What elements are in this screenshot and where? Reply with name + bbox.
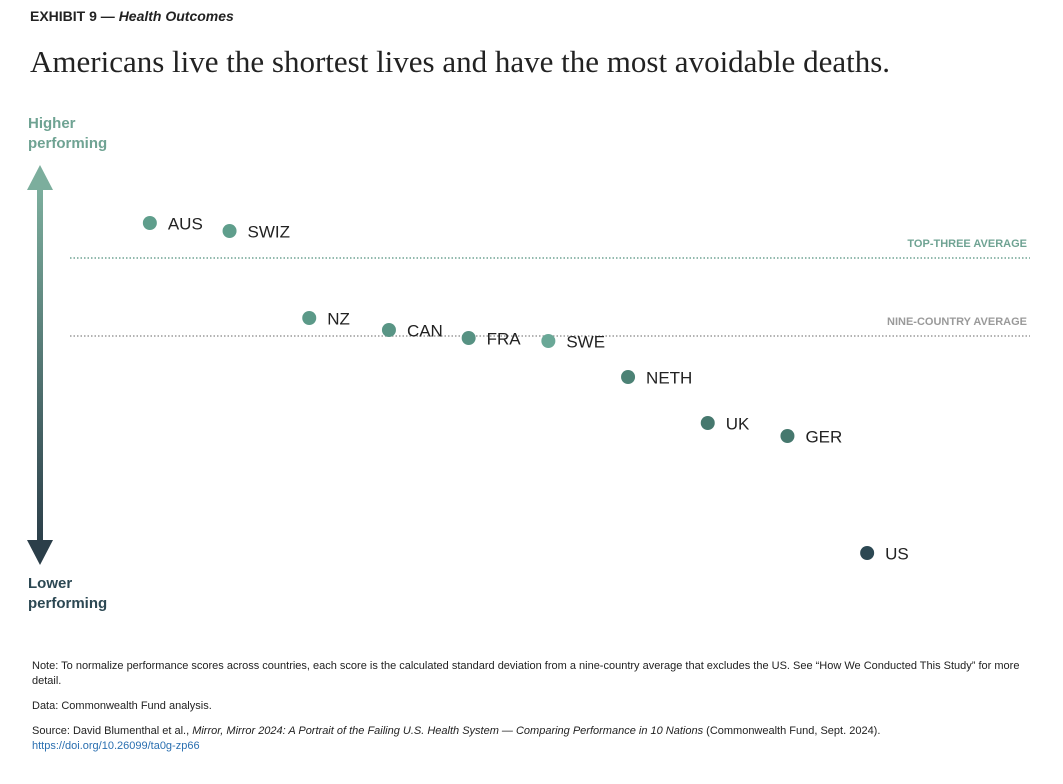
- chart-title: Americans live the shortest lives and ha…: [30, 44, 891, 79]
- dot: [222, 224, 237, 238]
- dot-label: GER: [805, 427, 842, 446]
- arrow-shaft: [37, 188, 43, 544]
- arrow-head-up: [27, 165, 53, 190]
- dot-label: CAN: [407, 321, 443, 340]
- dot-label: US: [885, 544, 909, 563]
- dot: [780, 429, 795, 443]
- data-note: Data: Commonwealth Fund analysis.: [32, 700, 212, 712]
- dot-label: NZ: [327, 309, 350, 328]
- dot: [381, 323, 396, 337]
- dot-label: NETH: [646, 368, 692, 387]
- dot-label: SWE: [566, 332, 605, 351]
- note: Note: To normalize performance scores ac…: [32, 660, 1020, 687]
- dot: [860, 546, 875, 560]
- source-suffix: (Commonwealth Fund, Sept. 2024).: [703, 725, 881, 737]
- source-link[interactable]: https://doi.org/10.26099/ta0g-zp66: [32, 740, 200, 752]
- source-prefix: Source: David Blumenthal et al.,: [32, 725, 193, 737]
- dot: [461, 331, 476, 345]
- exhibit-number: EXHIBIT 9 —: [30, 8, 115, 24]
- dot: [700, 416, 715, 430]
- exhibit-header: EXHIBIT 9 — Health Outcomes: [30, 8, 234, 24]
- dot-label: UK: [726, 414, 750, 433]
- reference-label: TOP-THREE AVERAGE: [907, 238, 1027, 250]
- dot: [142, 216, 157, 230]
- dot: [621, 370, 636, 384]
- y-label-bottom: Lower performing: [28, 575, 108, 612]
- dot-label: AUS: [168, 214, 203, 233]
- source-title: Mirror, Mirror 2024: A Portrait of the F…: [192, 725, 704, 737]
- dot: [541, 334, 556, 348]
- dot-label: SWIZ: [248, 222, 290, 241]
- source: Source: David Blumenthal et al., Mirror,…: [32, 724, 1022, 754]
- dot-label: FRA: [487, 329, 522, 348]
- exhibit-subject: Health Outcomes: [118, 8, 234, 24]
- dot: [302, 311, 317, 325]
- arrow-head-down: [27, 540, 53, 565]
- chart: TOP-THREE AVERAGE NINE-COUNTRY AVERAGE AUS…: [27, 165, 1030, 565]
- reference-label: NINE-COUNTRY AVERAGE: [887, 316, 1027, 328]
- footer: Note: To normalize performance scores ac…: [32, 659, 1022, 764]
- y-label-top: Higher performing: [28, 115, 108, 152]
